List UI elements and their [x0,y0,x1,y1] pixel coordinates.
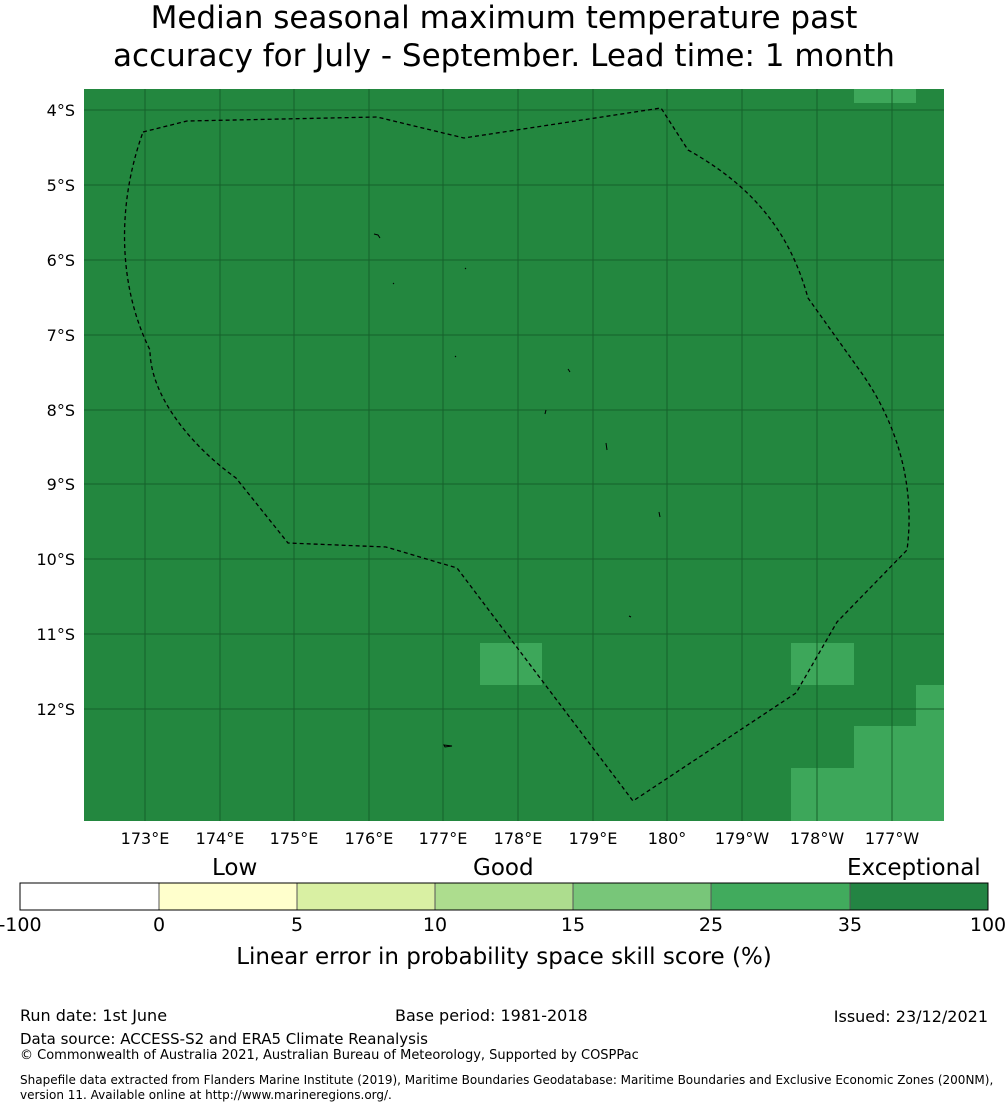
data-source: Data source: ACCESS-S2 and ERA5 Climate … [20,1030,428,1048]
lon-tick-label: 178°W [790,829,845,848]
colorbar-segment [711,883,850,910]
lat-tick-labels: 4°S 5°S 6°S 7°S 8°S 9°S 10°S 11°S 12°S [36,101,75,719]
chart-title-line1: Median seasonal maximum temperature past [150,0,858,36]
island [464,267,467,270]
colorbar-tick-label: 15 [560,914,586,936]
colorbar-tick-label: 5 [290,914,304,936]
skill-patch [791,643,854,685]
colorbar-frame [19,882,989,911]
lat-tick-label: 12°S [36,700,75,719]
lon-tick-label: 173°E [121,829,170,848]
island [443,744,453,748]
shapefile-credit-line1: Shapefile data extracted from Flanders M… [20,1073,994,1087]
lon-tick-label: 176°E [345,829,394,848]
map-background [84,89,944,821]
lat-tick-label: 8°S [47,401,75,420]
legend-category-exceptional: Exceptional [847,855,981,881]
copyright: © Commonwealth of Australia 2021, Austra… [20,1048,639,1063]
lon-tick-label: 179°W [715,829,770,848]
lat-tick-label: 4°S [47,101,75,120]
graticule [84,89,944,821]
lat-tick-label: 11°S [36,625,75,644]
islands [373,233,661,748]
lon-tick-label: 175°E [270,829,319,848]
colorbar-segment [573,883,711,910]
lon-tick-labels: 173°E 174°E 175°E 176°E 177°E 178°E 179°… [121,829,920,848]
colorbar-label: Linear error in probability space skill … [236,944,772,970]
skill-patch [480,643,542,685]
island [605,442,608,451]
lon-tick-label: 174°E [196,829,245,848]
colorbar-segment [20,883,159,910]
island [567,368,571,373]
island [628,615,632,618]
colorbar-tick-label: 0 [152,914,166,936]
island [544,409,547,415]
lon-tick-label: 180° [648,829,687,848]
island [392,282,395,285]
lon-tick-label: 179°E [569,829,618,848]
colorbar-segment [435,883,573,910]
run-date: Run date: 1st June [20,1006,168,1025]
lon-tick-label: 177°E [419,829,468,848]
lat-tick-label: 9°S [47,475,75,494]
colorbar-tick-label: 100 [969,914,1007,936]
colorbar-dividers [158,883,851,910]
issued-date: Issued: 23/12/2021 [833,1007,988,1026]
colorbar [19,882,989,911]
colorbar-tick-label: 10 [422,914,448,936]
skill-patch [854,726,944,769]
colorbar-segment [159,883,297,910]
lat-tick-label: 10°S [36,550,75,569]
shapefile-credit-line2: version 11. Available online at http://w… [20,1088,392,1102]
colorbar-tick-label: 25 [698,914,724,936]
colorbar-segment [850,883,988,910]
skill-patch [854,89,916,103]
colorbar-tick-label: -100 [0,914,42,936]
skill-patch [791,768,944,821]
lat-tick-label: 5°S [47,176,75,195]
island [658,511,661,518]
colorbar-tick-label: 35 [837,914,863,936]
chart-title-line2: accuracy for July - September. Lead time… [113,38,895,74]
legend-category-low: Low [212,855,258,881]
island [454,355,457,358]
lon-tick-label: 178°E [494,829,543,848]
colorbar-segment [297,883,435,910]
lat-tick-label: 7°S [47,326,75,345]
island [373,233,381,239]
lon-tick-label: 177°W [865,829,920,848]
legend-category-good: Good [473,855,534,881]
base-period: Base period: 1981-2018 [395,1006,588,1025]
lat-tick-label: 6°S [47,251,75,270]
skill-patch [916,685,944,727]
